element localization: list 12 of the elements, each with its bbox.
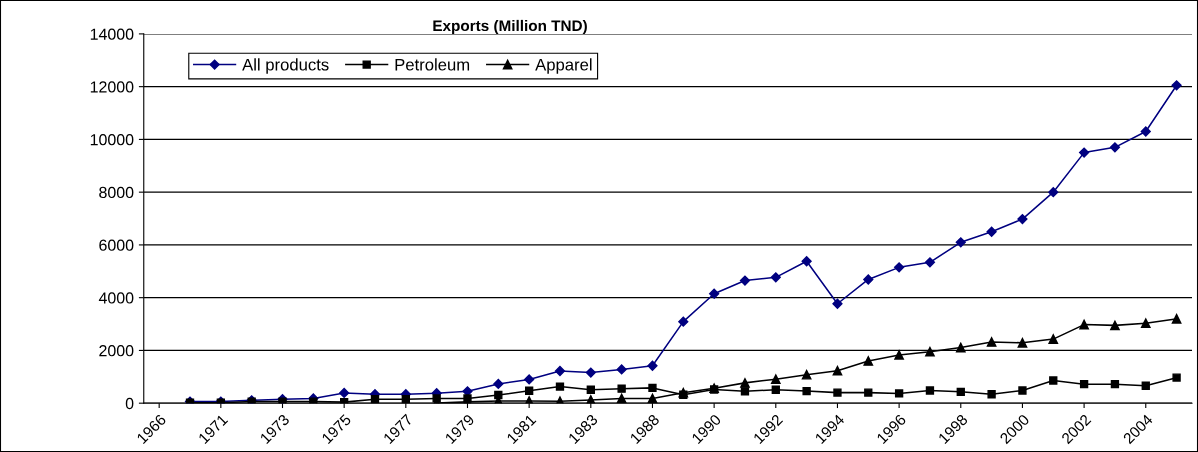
y-tick-label: 14000 (90, 28, 134, 40)
y-tick-label: 8000 (99, 186, 134, 199)
y-tick-label: 0 (125, 397, 134, 410)
legend-label: Petroleum (395, 58, 470, 71)
y-tick-label: 2000 (99, 345, 134, 357)
legend-label: Apparel (535, 58, 592, 74)
y-tick-label: 6000 (99, 239, 134, 251)
y-tick-label: 12000 (90, 81, 134, 93)
chart-title: Exports (Million TND) (433, 19, 587, 35)
y-tick-label: 10000 (90, 134, 134, 146)
legend-label: All products (242, 58, 329, 74)
y-tick-label: 4000 (98, 292, 134, 304)
